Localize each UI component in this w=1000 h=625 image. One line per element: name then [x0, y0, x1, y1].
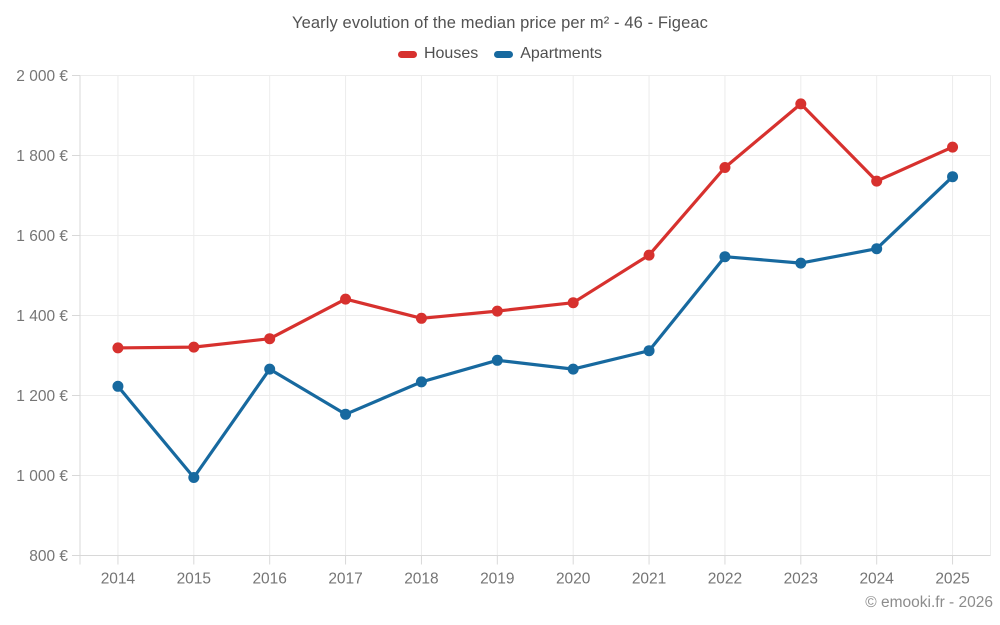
- data-point-houses-2015[interactable]: [188, 341, 200, 353]
- y-axis-label: 1 000 €: [16, 468, 68, 485]
- x-axis-label: 2019: [480, 571, 514, 588]
- legend-label-houses: Houses: [423, 45, 479, 62]
- data-point-apartments-2019[interactable]: [491, 354, 503, 366]
- x-axis-label: 2021: [632, 571, 666, 588]
- data-point-houses-2022[interactable]: [719, 162, 731, 173]
- data-point-apartments-2018[interactable]: [415, 376, 427, 388]
- series-line-houses: [116, 102, 955, 350]
- legend-item-apartments[interactable]: Apartments: [494, 45, 602, 63]
- data-point-houses-2016[interactable]: [264, 333, 276, 345]
- data-point-apartments-2025[interactable]: [947, 171, 959, 183]
- y-axis-label: 1 200 €: [16, 388, 68, 405]
- data-point-houses-2023[interactable]: [795, 98, 807, 110]
- data-point-apartments-2015[interactable]: [188, 472, 200, 483]
- data-point-houses-2021[interactable]: [643, 249, 655, 261]
- data-point-houses-2025[interactable]: [947, 141, 959, 153]
- data-point-apartments-2020[interactable]: [567, 363, 579, 375]
- series-line-apartments: [116, 175, 955, 480]
- data-point-apartments-2017[interactable]: [340, 408, 352, 420]
- data-point-houses-2024[interactable]: [871, 175, 883, 187]
- data-point-apartments-2014[interactable]: [112, 380, 124, 392]
- x-axis-label: 2015: [177, 571, 211, 588]
- y-axis-label: 2 000 €: [16, 68, 68, 85]
- data-point-apartments-2023[interactable]: [795, 257, 807, 269]
- x-axis-label: 2025: [935, 571, 969, 588]
- legend-item-houses[interactable]: Houses: [397, 45, 479, 63]
- legend-label-apartments: Apartments: [520, 45, 603, 62]
- data-point-apartments-2024[interactable]: [871, 243, 883, 255]
- y-axis-label: 1 400 €: [16, 308, 68, 325]
- data-point-apartments-2021[interactable]: [643, 345, 655, 357]
- x-axis-label: 2020: [556, 571, 591, 588]
- x-axis-label: 2024: [859, 571, 894, 588]
- data-point-houses-2019[interactable]: [491, 305, 503, 317]
- data-point-apartments-2022[interactable]: [719, 251, 731, 263]
- data-point-houses-2014[interactable]: [112, 342, 124, 354]
- x-axis-label: 2018: [404, 571, 438, 588]
- chart-title: Yearly evolution of the median price per…: [292, 14, 708, 32]
- houses-legend-swatch-icon: [397, 50, 417, 58]
- x-axis-label: 2016: [252, 571, 286, 588]
- data-point-apartments-2016[interactable]: [264, 363, 276, 375]
- x-axis-label: 2017: [328, 571, 362, 588]
- y-axis-label: 1 800 €: [16, 148, 68, 165]
- y-axis-label: 1 600 €: [16, 228, 68, 245]
- data-point-houses-2020[interactable]: [567, 297, 579, 309]
- copyright-text: © emooki.fr - 2026: [865, 594, 993, 611]
- x-axis-label: 2014: [101, 571, 136, 588]
- chart-legend: Houses Apartments: [0, 45, 1000, 63]
- apartments-legend-swatch-icon: [494, 50, 514, 58]
- x-axis-label: 2022: [708, 571, 742, 588]
- data-point-houses-2017[interactable]: [340, 293, 352, 305]
- x-axis-label: 2023: [784, 571, 818, 588]
- data-point-houses-2018[interactable]: [415, 312, 427, 324]
- y-axis-label: 800 €: [29, 548, 68, 565]
